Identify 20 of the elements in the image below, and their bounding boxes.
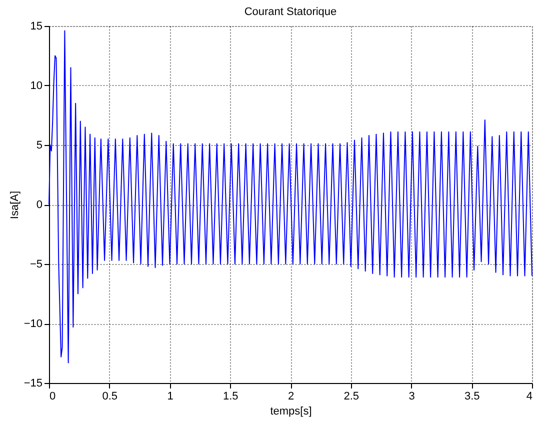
y-tick-label: 5 [36, 140, 42, 152]
x-axis-title: temps[s] [270, 406, 312, 418]
y-tick-label: −10 [24, 318, 42, 330]
x-tick-label: 0 [50, 390, 56, 402]
line-series [48, 30, 532, 364]
y-axis-title: Isa[A] [8, 190, 21, 220]
x-tick-label: 3 [408, 390, 415, 402]
x-tick-label: 4 [526, 390, 532, 402]
x-tick-label: 2.5 [344, 390, 360, 402]
x-tick-label: 2 [288, 390, 294, 402]
x-tick-label: 1 [167, 390, 174, 402]
y-tick-label: 10 [30, 80, 42, 92]
y-tick-label: 0 [36, 199, 42, 211]
y-tick-label: −5 [30, 258, 42, 270]
chart-title: Courant Statorique [244, 6, 337, 18]
x-tick-label: 1.5 [222, 390, 238, 402]
y-tick-label: 15 [30, 20, 42, 32]
x-tick-label: 0.5 [102, 390, 118, 402]
x-tick-label: 3.5 [464, 390, 480, 402]
y-tick-label: −15 [24, 378, 42, 390]
